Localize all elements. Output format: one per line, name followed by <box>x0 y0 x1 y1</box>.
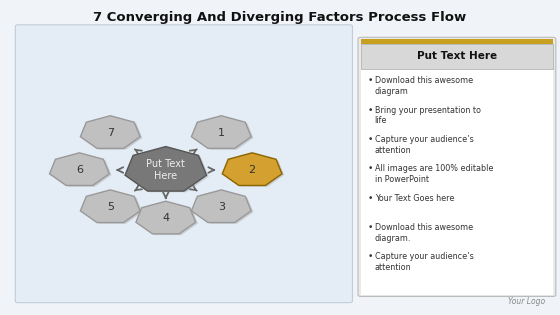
Text: •: • <box>367 106 373 115</box>
Polygon shape <box>194 117 253 150</box>
FancyBboxPatch shape <box>361 69 553 295</box>
Text: 7 Converging And Diverging Factors Process Flow: 7 Converging And Diverging Factors Proce… <box>94 11 466 24</box>
Polygon shape <box>136 201 195 234</box>
FancyBboxPatch shape <box>361 44 553 69</box>
Text: Capture your audience’s
attention: Capture your audience’s attention <box>375 252 473 272</box>
Polygon shape <box>138 203 198 235</box>
Text: •: • <box>367 223 373 232</box>
FancyBboxPatch shape <box>15 25 352 303</box>
Text: 4: 4 <box>162 213 169 223</box>
Text: Your Logo: Your Logo <box>507 297 545 306</box>
Polygon shape <box>49 153 109 186</box>
Text: •: • <box>367 76 373 85</box>
Polygon shape <box>127 148 209 192</box>
Text: Bring your presentation to
life: Bring your presentation to life <box>375 106 480 125</box>
Polygon shape <box>81 116 140 148</box>
Text: Put Text
Here: Put Text Here <box>146 159 185 181</box>
Text: •: • <box>367 194 373 203</box>
Text: Download this awesome
diagram.: Download this awesome diagram. <box>375 223 473 243</box>
Text: Put Text Here: Put Text Here <box>417 51 497 61</box>
Text: 1: 1 <box>218 128 225 138</box>
Polygon shape <box>83 117 142 150</box>
Text: •: • <box>367 252 373 261</box>
Polygon shape <box>192 116 251 148</box>
Polygon shape <box>125 146 207 191</box>
Polygon shape <box>222 153 282 186</box>
Text: Your Text Goes here: Your Text Goes here <box>375 194 454 203</box>
Polygon shape <box>81 190 140 222</box>
Text: •: • <box>367 135 373 144</box>
Polygon shape <box>192 190 251 222</box>
Text: 2: 2 <box>249 165 256 175</box>
Text: All images are 100% editable
in PowerPoint: All images are 100% editable in PowerPoi… <box>375 164 493 184</box>
FancyBboxPatch shape <box>358 37 556 296</box>
Text: 7: 7 <box>107 128 114 138</box>
Polygon shape <box>194 191 253 224</box>
Text: Capture your audience’s
attention: Capture your audience’s attention <box>375 135 473 155</box>
Text: 6: 6 <box>76 165 83 175</box>
Text: •: • <box>367 164 373 173</box>
FancyBboxPatch shape <box>361 39 553 44</box>
Text: 3: 3 <box>218 202 225 212</box>
Text: Download this awesome
diagram: Download this awesome diagram <box>375 76 473 96</box>
Polygon shape <box>225 154 284 187</box>
Polygon shape <box>83 191 142 224</box>
Text: 5: 5 <box>107 202 114 212</box>
Polygon shape <box>52 154 111 187</box>
